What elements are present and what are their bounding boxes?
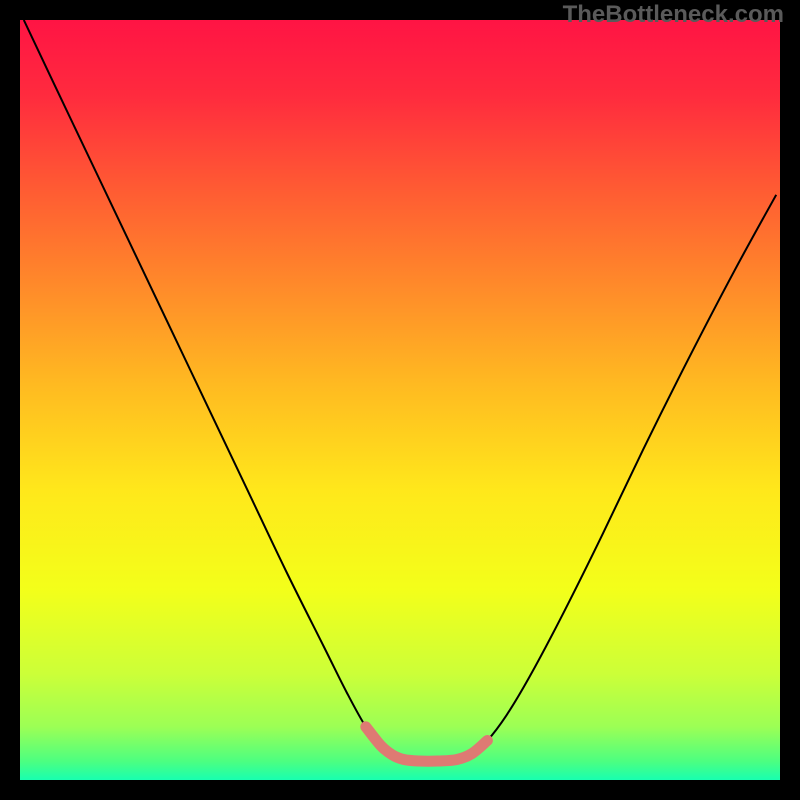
chart-svg bbox=[20, 20, 780, 780]
chart-frame bbox=[20, 20, 780, 780]
watermark-text: TheBottleneck.com bbox=[563, 1, 784, 29]
gradient-background bbox=[20, 20, 780, 780]
